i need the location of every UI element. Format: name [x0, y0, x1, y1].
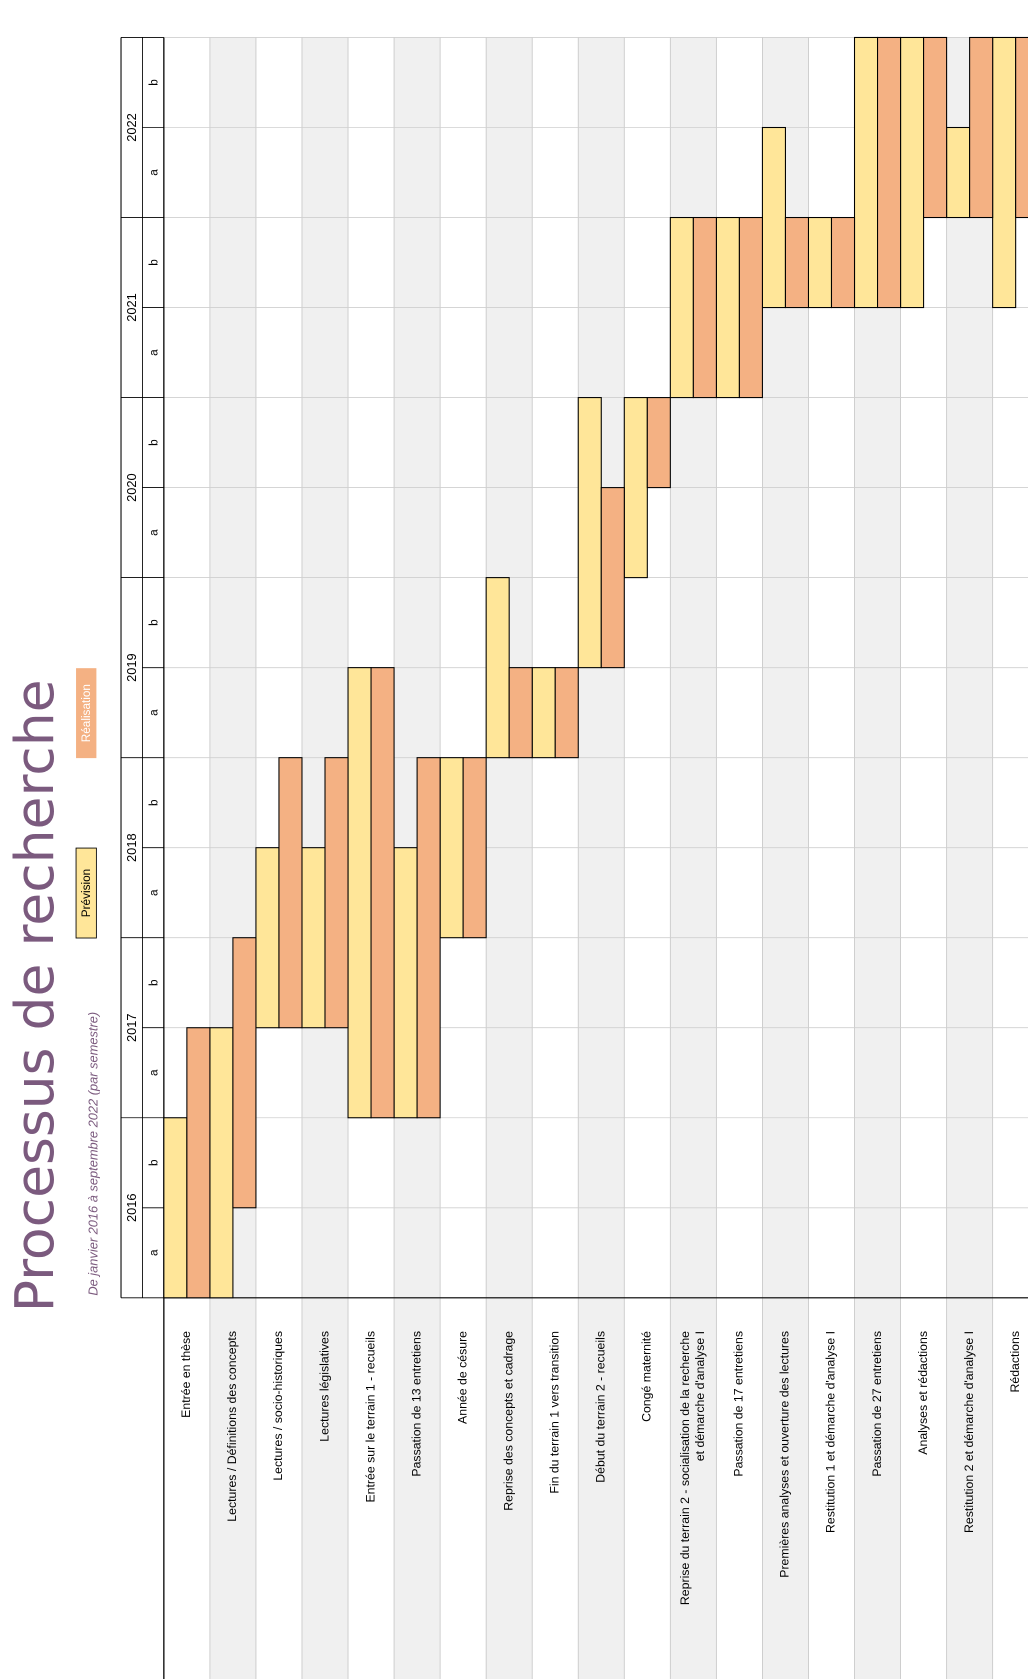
semester-label: a [147, 709, 160, 716]
bar [900, 36, 925, 309]
row-background [532, 37, 579, 1679]
semester-label: a [147, 169, 160, 176]
semester-label: a [147, 1249, 160, 1256]
bar [577, 397, 602, 669]
semester-label: b [147, 79, 160, 86]
semester-label: b [147, 439, 160, 446]
semester-label: a [147, 1069, 160, 1076]
bar [946, 126, 971, 219]
bar [347, 667, 372, 1119]
bar [324, 757, 349, 1029]
semester-label: a [147, 349, 160, 356]
bar [301, 847, 326, 1029]
task-label: Entrée en thèse [179, 1331, 193, 1418]
bar [784, 216, 810, 309]
legend-label: Prévision [80, 869, 93, 917]
row-background [163, 37, 210, 1679]
bar [439, 757, 464, 939]
bar [531, 667, 556, 759]
semester-label: a [147, 889, 160, 896]
task-label: Entrée sur le terrain 1 - recueils [363, 1331, 377, 1503]
task-label: Passation de 27 entretiens [870, 1331, 884, 1477]
year-label: 2017 [124, 1013, 139, 1042]
bar [646, 397, 671, 489]
semester-label: b [147, 259, 160, 266]
legend-label: Réalisation [80, 684, 93, 742]
row-background [900, 37, 947, 1679]
task-label: Rédactions [1008, 1331, 1022, 1393]
task-label: Lectures / Définitions des concepts [225, 1331, 239, 1522]
task-label: Analyses et rédactions [916, 1331, 930, 1455]
bar [508, 667, 533, 759]
bar [923, 36, 948, 219]
semester-label: b [147, 1159, 160, 1166]
bar [692, 216, 717, 399]
task-label: Restitution 2 et démarche d'analyse I [962, 1331, 976, 1533]
task-label: Année de césure [455, 1331, 469, 1424]
bar [462, 757, 487, 939]
legend-swatch [75, 847, 97, 939]
bar [761, 126, 786, 309]
bar [393, 847, 418, 1119]
row-background [624, 37, 671, 1679]
bar [830, 216, 856, 309]
row-background [578, 37, 625, 1679]
row-background [209, 37, 256, 1679]
chart-subtitle: De janvier 2016 à septembre 2022 (par se… [86, 1012, 101, 1296]
task-label: Reprise des concepts et cadrage [501, 1331, 515, 1511]
bar [969, 36, 994, 219]
row-background [808, 37, 855, 1679]
task-label: Lectures législatives [317, 1331, 331, 1442]
task-label: Reprise du terrain 2 - socialisation de … [678, 1331, 692, 1605]
bar [232, 937, 257, 1209]
bar [416, 757, 441, 1119]
bar [669, 216, 694, 399]
bar [992, 36, 1017, 309]
row-background [854, 37, 901, 1679]
row-background [486, 37, 533, 1679]
task-label: Premières analyses et ouverture des lect… [778, 1331, 792, 1578]
legend-swatch [76, 668, 97, 759]
bar [876, 36, 902, 309]
year-label: 2020 [124, 473, 139, 502]
bar [278, 757, 303, 1029]
row-background [946, 37, 993, 1679]
task-label: Passation de 17 entretiens [732, 1331, 746, 1477]
bar [715, 216, 740, 399]
row-background [762, 37, 809, 1679]
bar [163, 1117, 188, 1299]
year-label: 2019 [124, 653, 139, 682]
semester-label: b [147, 619, 160, 626]
bar [623, 397, 648, 579]
bar [370, 667, 395, 1119]
bar [186, 1027, 211, 1299]
bar [853, 36, 879, 309]
bar [255, 847, 280, 1029]
bar [485, 577, 510, 759]
task-label: Fin du terrain 1 vers transition [547, 1331, 561, 1494]
year-label: 2022 [124, 113, 139, 142]
task-label: Restitution 1 et démarche d'analyse I [824, 1331, 838, 1533]
chart-title: Processus de recherche [3, 679, 66, 1312]
task-label: Début du terrain 2 - recueils [594, 1331, 608, 1483]
bar [554, 667, 579, 759]
year-label: 2021 [124, 293, 139, 322]
bar [209, 1027, 234, 1299]
bar [1015, 36, 1028, 219]
task-label: et démarche d'analyse I [693, 1331, 707, 1461]
semester-label: b [147, 799, 160, 806]
year-label: 2018 [124, 833, 139, 862]
bar [600, 487, 625, 669]
task-label: Congé maternité [640, 1331, 654, 1422]
bar [738, 216, 763, 399]
row-background [992, 37, 1028, 1679]
year-label: 2016 [124, 1194, 139, 1223]
bar [807, 216, 833, 309]
semester-label: b [147, 979, 160, 986]
task-label: Lectures / socio-historiques [271, 1331, 285, 1481]
task-label: Passation de 13 entretiens [409, 1331, 423, 1477]
semester-label: a [147, 529, 160, 536]
